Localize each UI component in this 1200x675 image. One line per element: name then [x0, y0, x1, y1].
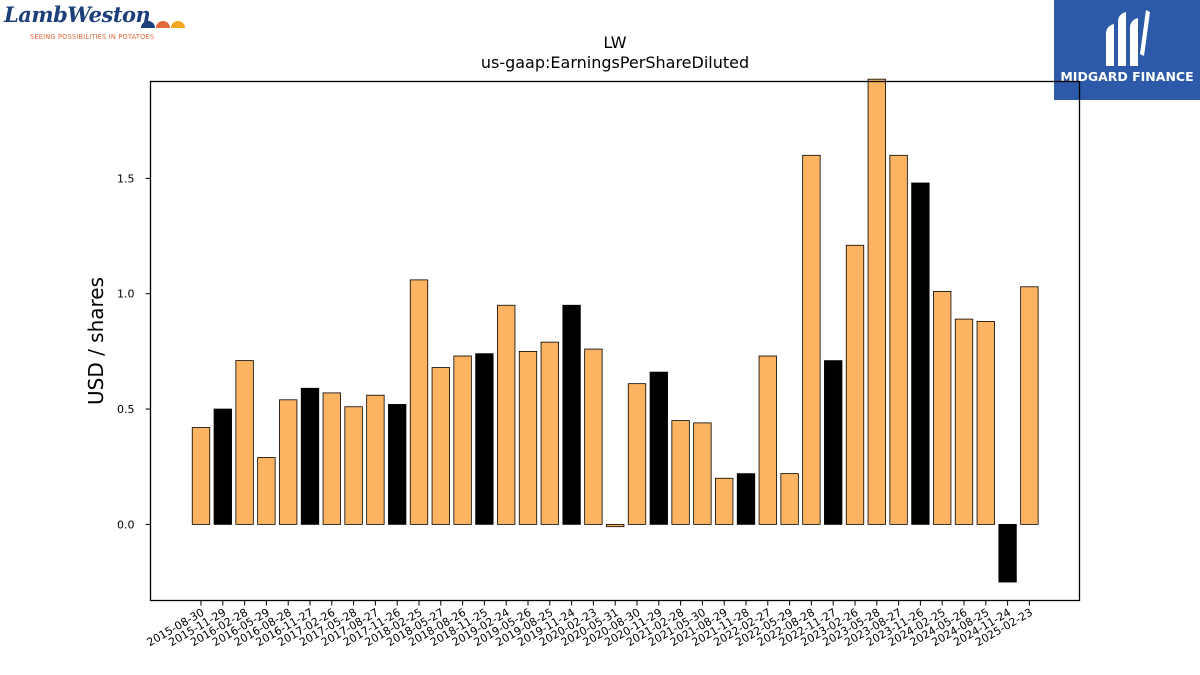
bar-2023-11-26 — [911, 182, 930, 525]
midgard-finance-logo: MIDGARD FINANCE — [1054, 0, 1200, 100]
bar-2017-11-26 — [388, 404, 407, 525]
bar-2023-02-26 — [845, 244, 865, 525]
bar-2017-02-26 — [322, 392, 341, 525]
bar-2016-05-29 — [257, 457, 276, 525]
bar-2025-02-23 — [1020, 286, 1039, 525]
y-axis-label: USD / shares — [84, 277, 108, 405]
bar-2018-02-25 — [409, 279, 429, 525]
bar-2022-08-28 — [802, 154, 821, 525]
bar-2017-08-27 — [366, 394, 385, 525]
bar-2016-08-28 — [279, 399, 298, 525]
lambweston-tagline: SEEING POSSIBILITIES IN POTATOES — [30, 33, 155, 41]
bar-2021-11-28 — [736, 473, 756, 525]
chart-title: LW — [603, 33, 626, 52]
logo-dot-icon — [156, 21, 170, 28]
bar-2016-02-28 — [235, 360, 254, 525]
bar-2020-08-30 — [627, 383, 647, 525]
bars-group — [191, 78, 1039, 583]
bar-2022-11-27 — [824, 360, 843, 525]
bar-2019-05-26 — [518, 350, 538, 525]
bar-2017-05-28 — [344, 406, 363, 525]
bar-2019-08-25 — [540, 341, 559, 525]
y-tick-label: 1.0 — [117, 288, 135, 301]
bar-2023-05-28 — [867, 78, 886, 525]
bar-2024-05-26 — [954, 318, 974, 525]
y-axis-ticks: 0.0 0.5 1.0 1.5 — [117, 172, 151, 531]
bar-2024-02-25 — [933, 291, 952, 525]
bar-2018-05-27 — [431, 367, 450, 525]
bar-2021-02-28 — [671, 420, 690, 525]
plot-area-frame — [149, 80, 1081, 602]
lambweston-logo: LambWeston SEEING POSSIBILITIES IN POTAT… — [4, 2, 189, 44]
logo-dot-icon — [171, 21, 185, 28]
midgard-finance-logo-text: MIDGARD FINANCE — [1060, 69, 1194, 84]
bar-2024-11-24 — [998, 523, 1017, 583]
bar-2022-02-27 — [758, 355, 777, 525]
bar-2019-11-24 — [562, 304, 581, 525]
bar-2023-08-27 — [889, 154, 908, 525]
y-tick-label: 0.5 — [117, 403, 135, 416]
bar-2018-08-26 — [453, 355, 472, 525]
y-tick-label: 0.0 — [117, 518, 135, 531]
midgard-monogram-icon — [1106, 10, 1150, 66]
bar-2024-08-25 — [976, 320, 995, 525]
bar-2015-11-29 — [213, 408, 232, 525]
bar-2021-05-30 — [693, 422, 712, 525]
bar-2018-11-25 — [475, 353, 494, 525]
bar-2021-08-29 — [715, 477, 734, 525]
bar-2020-05-31 — [606, 523, 625, 528]
bar-2020-11-29 — [649, 371, 668, 525]
lambweston-logo-text: LambWeston — [4, 2, 151, 27]
bar-2020-02-23 — [584, 348, 603, 525]
x-axis-ticks: 2015-08-302015-11-292016-02-282016-05-29… — [145, 600, 1035, 649]
logo-dot-icon — [141, 21, 155, 28]
bar-2022-05-29 — [780, 473, 799, 525]
bar-2016-11-27 — [300, 387, 320, 525]
bar-2015-08-30 — [191, 427, 211, 525]
bar-2019-02-24 — [497, 304, 516, 525]
chart-subtitle: us-gaap:EarningsPerShareDiluted — [481, 53, 749, 72]
lambweston-logo-dots — [141, 21, 185, 28]
y-tick-label: 1.5 — [117, 172, 135, 185]
